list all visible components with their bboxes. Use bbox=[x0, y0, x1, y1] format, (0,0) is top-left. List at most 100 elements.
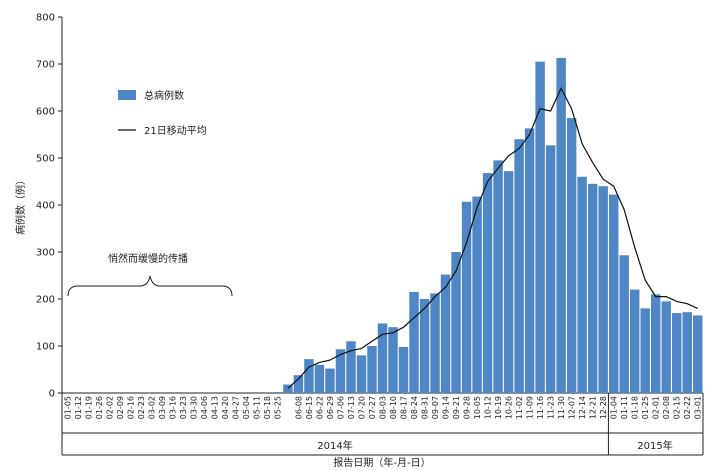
x-tick-label: 07-13 bbox=[347, 396, 356, 419]
bar bbox=[545, 145, 556, 393]
x-tick-label: 05-04 bbox=[242, 396, 251, 419]
x-tick-label: 02-15 bbox=[673, 396, 682, 419]
y-tick-label: 100 bbox=[36, 342, 55, 353]
x-tick-label: 04-20 bbox=[221, 396, 230, 419]
x-tick-label: 01-19 bbox=[84, 396, 93, 419]
legend-bar-swatch bbox=[118, 90, 136, 100]
x-tick-label: 06-08 bbox=[294, 396, 303, 419]
y-tick-label: 500 bbox=[36, 154, 55, 165]
x-tick-label: 03-09 bbox=[158, 396, 167, 419]
x-tick-label: 03-01 bbox=[694, 396, 703, 419]
x-tick-label: 01-04 bbox=[610, 396, 619, 419]
x-tick-label: 10-12 bbox=[484, 396, 493, 419]
x-axis-label: 报告日期（年-月-日） bbox=[333, 456, 430, 469]
x-tick-label: 01-18 bbox=[631, 396, 640, 419]
x-tick-label: 03-23 bbox=[179, 396, 188, 419]
x-tick-label: 12-14 bbox=[578, 396, 587, 419]
bar bbox=[640, 308, 650, 393]
bar bbox=[514, 139, 524, 393]
x-tick-label: 05-11 bbox=[252, 396, 261, 419]
x-tick-label: 11-30 bbox=[557, 396, 566, 419]
y-tick-label: 600 bbox=[36, 107, 55, 118]
x-tick-label: 01-11 bbox=[620, 396, 629, 419]
bar bbox=[619, 255, 629, 393]
y-tick-label: 300 bbox=[36, 248, 55, 259]
legend-line-label: 21日移动平均 bbox=[144, 124, 207, 137]
bar bbox=[377, 323, 388, 393]
bar bbox=[587, 183, 598, 393]
bar bbox=[272, 392, 283, 393]
x-tick-label: 09-21 bbox=[452, 396, 461, 419]
x-tick-label: 02-01 bbox=[652, 396, 661, 419]
x-tick-label: 08-31 bbox=[421, 396, 430, 419]
bar bbox=[566, 118, 577, 394]
x-tick-label: 08-03 bbox=[379, 396, 388, 419]
bar bbox=[577, 176, 587, 393]
bar bbox=[409, 291, 419, 393]
x-tick-label: 07-27 bbox=[368, 396, 377, 419]
bar bbox=[472, 196, 482, 393]
bar bbox=[367, 346, 377, 393]
bar bbox=[304, 359, 314, 393]
x-tick-label: 10-26 bbox=[505, 396, 514, 419]
bar bbox=[524, 128, 535, 393]
x-tick-label: 02-22 bbox=[683, 396, 692, 419]
bar bbox=[451, 252, 461, 393]
x-tick-label: 09-14 bbox=[442, 396, 451, 419]
annotation: 悄然而缓慢的传播 bbox=[67, 252, 233, 297]
x-axis-ticks: 01-05 01-12 01-19 01-26 02-02 02-09 02-16 02-23… bbox=[63, 396, 702, 419]
y-axis-ticks: 0 100 200 300 400 500 600 700 800 bbox=[36, 13, 62, 400]
x-tick-label: 03-30 bbox=[189, 396, 198, 419]
x-tick-label: 04-13 bbox=[210, 396, 219, 419]
bar bbox=[661, 301, 671, 393]
x-tick-label: 04-06 bbox=[200, 396, 209, 419]
x-tick-label: 07-06 bbox=[337, 396, 346, 419]
y-axis-label: 病例数（例） bbox=[14, 175, 27, 235]
x-tick-label: 10-05 bbox=[473, 396, 482, 419]
bar bbox=[461, 201, 472, 393]
x-tick-label: 11-23 bbox=[547, 396, 556, 419]
x-tick-label: 09-07 bbox=[431, 396, 440, 419]
x-tick-label: 10-19 bbox=[494, 396, 503, 419]
x-tick-label: 01-25 bbox=[641, 396, 650, 419]
x-tick-label: 09-28 bbox=[463, 396, 472, 419]
legend-bar-label: 总病例数 bbox=[144, 89, 184, 102]
x-tick-label: 08-24 bbox=[410, 396, 419, 419]
y-tick-label: 0 bbox=[49, 389, 55, 400]
bar bbox=[650, 294, 661, 393]
bar bbox=[356, 355, 367, 393]
bar-series bbox=[272, 57, 703, 394]
y-tick-label: 800 bbox=[36, 13, 55, 24]
annotation-brace bbox=[67, 275, 233, 297]
bar bbox=[693, 315, 703, 393]
x-tick-label: 03-02 bbox=[147, 396, 156, 419]
y-tick-label: 400 bbox=[36, 201, 55, 212]
x-tick-label: 06-29 bbox=[326, 396, 335, 419]
x-tick-label: 11-09 bbox=[526, 396, 535, 419]
x-tick-label: 01-05 bbox=[63, 396, 72, 419]
x-tick-label: 02-23 bbox=[137, 396, 146, 419]
bar bbox=[535, 61, 545, 394]
bar bbox=[482, 173, 493, 393]
bar bbox=[346, 341, 356, 393]
x-tick-label: 08-10 bbox=[389, 396, 398, 419]
bar bbox=[440, 274, 451, 393]
x-tick-label: 08-17 bbox=[400, 396, 409, 419]
bar bbox=[608, 194, 619, 393]
bar bbox=[325, 368, 335, 393]
year-label-2015: 2015年 bbox=[637, 439, 672, 452]
bar bbox=[556, 57, 566, 393]
x-tick-label: 03-16 bbox=[168, 396, 177, 419]
bar bbox=[682, 312, 692, 393]
bar bbox=[314, 364, 325, 393]
legend: 总病例数 21日移动平均 bbox=[118, 89, 207, 137]
x-tick-label: 02-08 bbox=[662, 396, 671, 419]
x-tick-label: 12-28 bbox=[599, 396, 608, 419]
x-tick-label: 02-16 bbox=[126, 396, 135, 419]
bar bbox=[283, 384, 293, 393]
bar bbox=[335, 349, 346, 393]
bar bbox=[419, 299, 430, 393]
bar bbox=[493, 160, 503, 393]
bar bbox=[503, 171, 514, 393]
